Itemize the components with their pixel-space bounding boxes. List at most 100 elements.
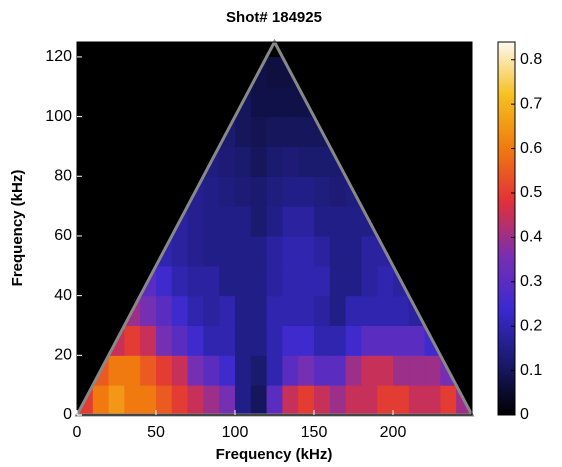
plot-frame — [76, 41, 473, 416]
heatmap-cell — [266, 265, 283, 297]
x-tick-label: 150 — [301, 424, 328, 441]
heatmap-cell — [250, 295, 268, 326]
heatmap-cell — [187, 325, 204, 356]
heatmap-cell — [377, 265, 394, 297]
heatmap-cell — [314, 146, 331, 177]
heatmap-cell — [108, 355, 125, 386]
heatmap-cell — [203, 295, 220, 326]
heatmap-cell — [235, 116, 252, 147]
heatmap-cell — [124, 325, 141, 356]
heatmap-cell — [298, 176, 315, 207]
heatmap-cell — [219, 146, 236, 177]
heatmap-cell — [250, 176, 268, 207]
heatmap-cell — [298, 235, 315, 267]
heatmap-cell — [187, 235, 204, 267]
heatmap-cell — [345, 355, 362, 386]
colorbar-tick-label: 0.8 — [520, 51, 542, 68]
heatmap-cell — [314, 265, 331, 297]
heatmap-cell — [156, 325, 173, 356]
heatmap-cell — [329, 355, 347, 386]
heatmap-cell — [92, 385, 110, 415]
heatmap-cell — [250, 385, 268, 415]
y-tick-label: 80 — [54, 167, 72, 184]
heatmap-cell — [266, 295, 283, 326]
heatmap-cell — [298, 295, 315, 326]
heatmap-cell — [187, 355, 204, 386]
heatmap-cell — [282, 265, 299, 297]
heatmap-cell — [235, 146, 252, 177]
heatmap-cell — [219, 235, 236, 267]
heatmap-cell — [282, 206, 299, 237]
heatmap-cell — [393, 325, 410, 356]
heatmap-cell — [219, 265, 236, 297]
heatmap-cell — [266, 146, 283, 177]
heatmap-cell — [250, 86, 268, 118]
heatmap-cell — [345, 265, 362, 297]
heatmap-cell — [298, 325, 315, 356]
heatmap-cell — [203, 235, 220, 267]
heatmap-cell — [203, 325, 220, 356]
heatmap-cell — [393, 385, 410, 415]
heatmap-cell — [408, 385, 426, 415]
heatmap-cell — [361, 385, 378, 415]
heatmap-cell — [282, 355, 299, 386]
heatmap-cell — [266, 176, 283, 207]
heatmap-cell — [329, 295, 347, 326]
heatmap-cell — [124, 385, 141, 415]
heatmap-cell — [329, 235, 347, 267]
heatmap-cell — [140, 385, 157, 415]
heatmap-cell — [140, 325, 157, 356]
y-tick-label: 40 — [54, 287, 72, 304]
heatmap-cell — [266, 86, 283, 118]
heatmap-cell — [235, 235, 252, 267]
x-tick-label: 100 — [222, 424, 249, 441]
heatmap-cell — [250, 265, 268, 297]
x-tick-label: 0 — [73, 424, 82, 441]
heatmap-cell — [219, 385, 236, 415]
y-tick-label: 60 — [54, 227, 72, 244]
heatmap-cell — [203, 206, 220, 237]
heatmap-cell — [187, 206, 204, 237]
heatmap-cell — [108, 385, 125, 415]
heatmap-cell — [156, 385, 173, 415]
chart-title: Shot# 184925 — [226, 9, 322, 26]
heatmap-cell — [314, 295, 331, 326]
heatmap-cell — [282, 235, 299, 267]
heatmap-cell — [219, 206, 236, 237]
heatmap-cell — [156, 355, 173, 386]
heatmap-cell — [171, 295, 189, 326]
heatmap-cell — [440, 385, 457, 415]
heatmap-cell — [219, 325, 236, 356]
heatmap-cell — [235, 355, 252, 386]
heatmap-cell — [156, 295, 173, 326]
y-axis-label: Frequency (kHz) — [9, 170, 26, 287]
heatmap-cell — [345, 206, 362, 237]
heatmap-cell — [266, 235, 283, 267]
heatmap-cell — [377, 295, 394, 326]
heatmap-cell — [171, 325, 189, 356]
heatmap-cell — [314, 176, 331, 207]
heatmap-cell — [219, 295, 236, 326]
heatmap-cell — [345, 235, 362, 267]
heatmap-cell — [140, 355, 157, 386]
heatmap-cell — [235, 206, 252, 237]
heatmap-cell — [345, 325, 362, 356]
heatmap-cell — [203, 265, 220, 297]
heatmap-cell — [329, 176, 347, 207]
y-tick-label: 0 — [63, 406, 72, 423]
heatmap-cell — [187, 385, 204, 415]
heatmap-cell — [345, 385, 362, 415]
heatmap-cell — [298, 146, 315, 177]
heatmap-cell — [361, 265, 378, 297]
heatmap-cell — [377, 325, 394, 356]
heatmap-cell — [377, 385, 394, 415]
heatmap-cell — [250, 146, 268, 177]
heatmap-cell — [377, 355, 394, 386]
heatmap-cell — [361, 355, 378, 386]
heatmap-cell — [282, 385, 299, 415]
heatmap-cell — [171, 265, 189, 297]
colorbar-tick-label: 0.6 — [520, 140, 542, 157]
heatmap-cell — [282, 325, 299, 356]
heatmap-cell — [424, 385, 441, 415]
